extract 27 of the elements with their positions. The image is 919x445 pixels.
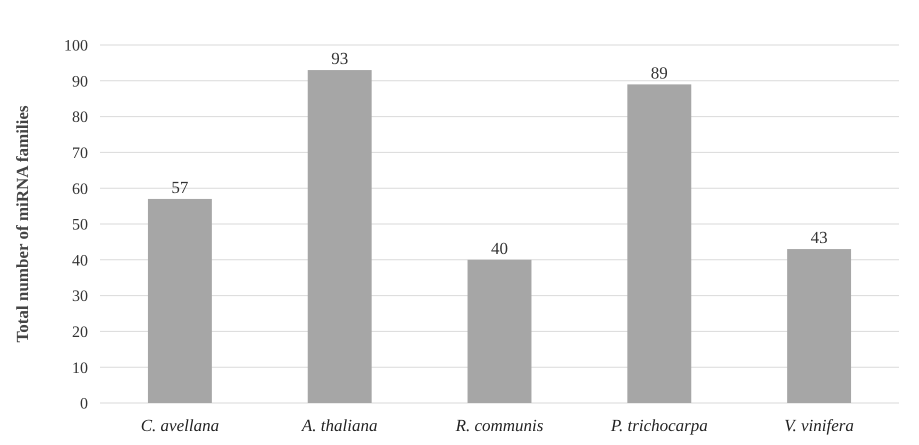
- y-tick-label: 90: [72, 73, 88, 90]
- bar: [308, 70, 372, 403]
- y-tick-label: 70: [72, 145, 88, 162]
- y-tick-label: 30: [72, 288, 88, 306]
- x-tick-label: R. communis: [454, 416, 544, 435]
- data-label: 89: [650, 63, 668, 82]
- y-tick-label: 50: [72, 216, 88, 234]
- bar: [787, 249, 852, 403]
- x-tick-label: C. avellana: [140, 416, 220, 435]
- y-tick-label: 100: [64, 38, 88, 55]
- y-axis-title: Total number of miRNA families: [13, 105, 32, 343]
- y-tick-label: 0: [80, 396, 88, 413]
- x-tick-label: A. thaliana: [300, 416, 378, 435]
- x-tick-label: V. vinifera: [784, 416, 854, 435]
- data-label: 40: [491, 238, 508, 258]
- y-tick-label: 40: [72, 252, 88, 270]
- y-tick-label: 20: [72, 324, 88, 341]
- bar: [468, 260, 532, 403]
- bar: [627, 84, 692, 403]
- x-tick-label: P. trichocarpa: [610, 416, 708, 435]
- y-tick-label: 10: [72, 360, 88, 377]
- data-label: 93: [331, 49, 348, 68]
- y-tick-label: 80: [72, 109, 88, 126]
- data-label: 43: [810, 228, 828, 248]
- y-tick-label: 60: [72, 180, 88, 198]
- data-label: 57: [171, 178, 189, 197]
- bar: [148, 198, 212, 403]
